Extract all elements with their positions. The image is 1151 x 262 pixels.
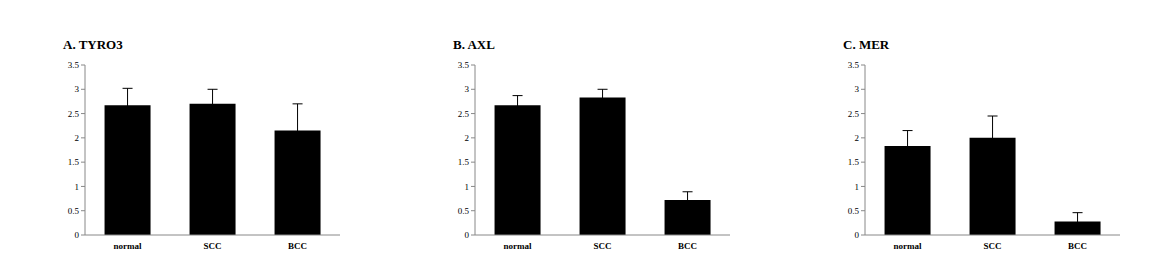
svg-text:1.5: 1.5 (458, 157, 470, 167)
svg-text:1: 1 (465, 182, 470, 192)
svg-text:1.5: 1.5 (68, 157, 80, 167)
svg-text:0.5: 0.5 (848, 206, 860, 216)
svg-text:3: 3 (75, 84, 80, 94)
svg-text:BCC: BCC (288, 241, 307, 251)
svg-text:3.5: 3.5 (458, 60, 470, 70)
svg-text:BCC: BCC (678, 241, 697, 251)
svg-text:normal: normal (114, 241, 142, 251)
svg-text:2.5: 2.5 (458, 109, 470, 119)
svg-text:0.5: 0.5 (68, 206, 80, 216)
svg-text:BCC: BCC (1068, 241, 1087, 251)
svg-text:3: 3 (855, 84, 860, 94)
html-text:C. MER: C. MER (843, 37, 890, 52)
svg-text:0.5: 0.5 (458, 206, 470, 216)
svg-text:2: 2 (465, 133, 470, 143)
html-text:A. TYRO3: A. TYRO3 (63, 37, 123, 52)
svg-text:0: 0 (465, 230, 470, 240)
svg-text:1.5: 1.5 (848, 157, 860, 167)
svg-text:3.5: 3.5 (848, 60, 860, 70)
svg-text:SCC: SCC (983, 241, 1001, 251)
html-text:B. AXL: B. AXL (453, 37, 495, 52)
svg-text:SCC: SCC (203, 241, 221, 251)
svg-text:2.5: 2.5 (848, 109, 860, 119)
svg-text:2: 2 (75, 133, 80, 143)
svg-text:3.5: 3.5 (68, 60, 80, 70)
svg-text:normal: normal (894, 241, 922, 251)
svg-text:2: 2 (855, 133, 860, 143)
svg-text:0: 0 (75, 230, 80, 240)
svg-text:3: 3 (465, 84, 470, 94)
svg-text:0: 0 (855, 230, 860, 240)
svg-text:1: 1 (855, 182, 860, 192)
svg-text:SCC: SCC (593, 241, 611, 251)
svg-text:normal: normal (504, 241, 532, 251)
svg-text:1: 1 (75, 182, 80, 192)
svg-text:2.5: 2.5 (68, 109, 80, 119)
